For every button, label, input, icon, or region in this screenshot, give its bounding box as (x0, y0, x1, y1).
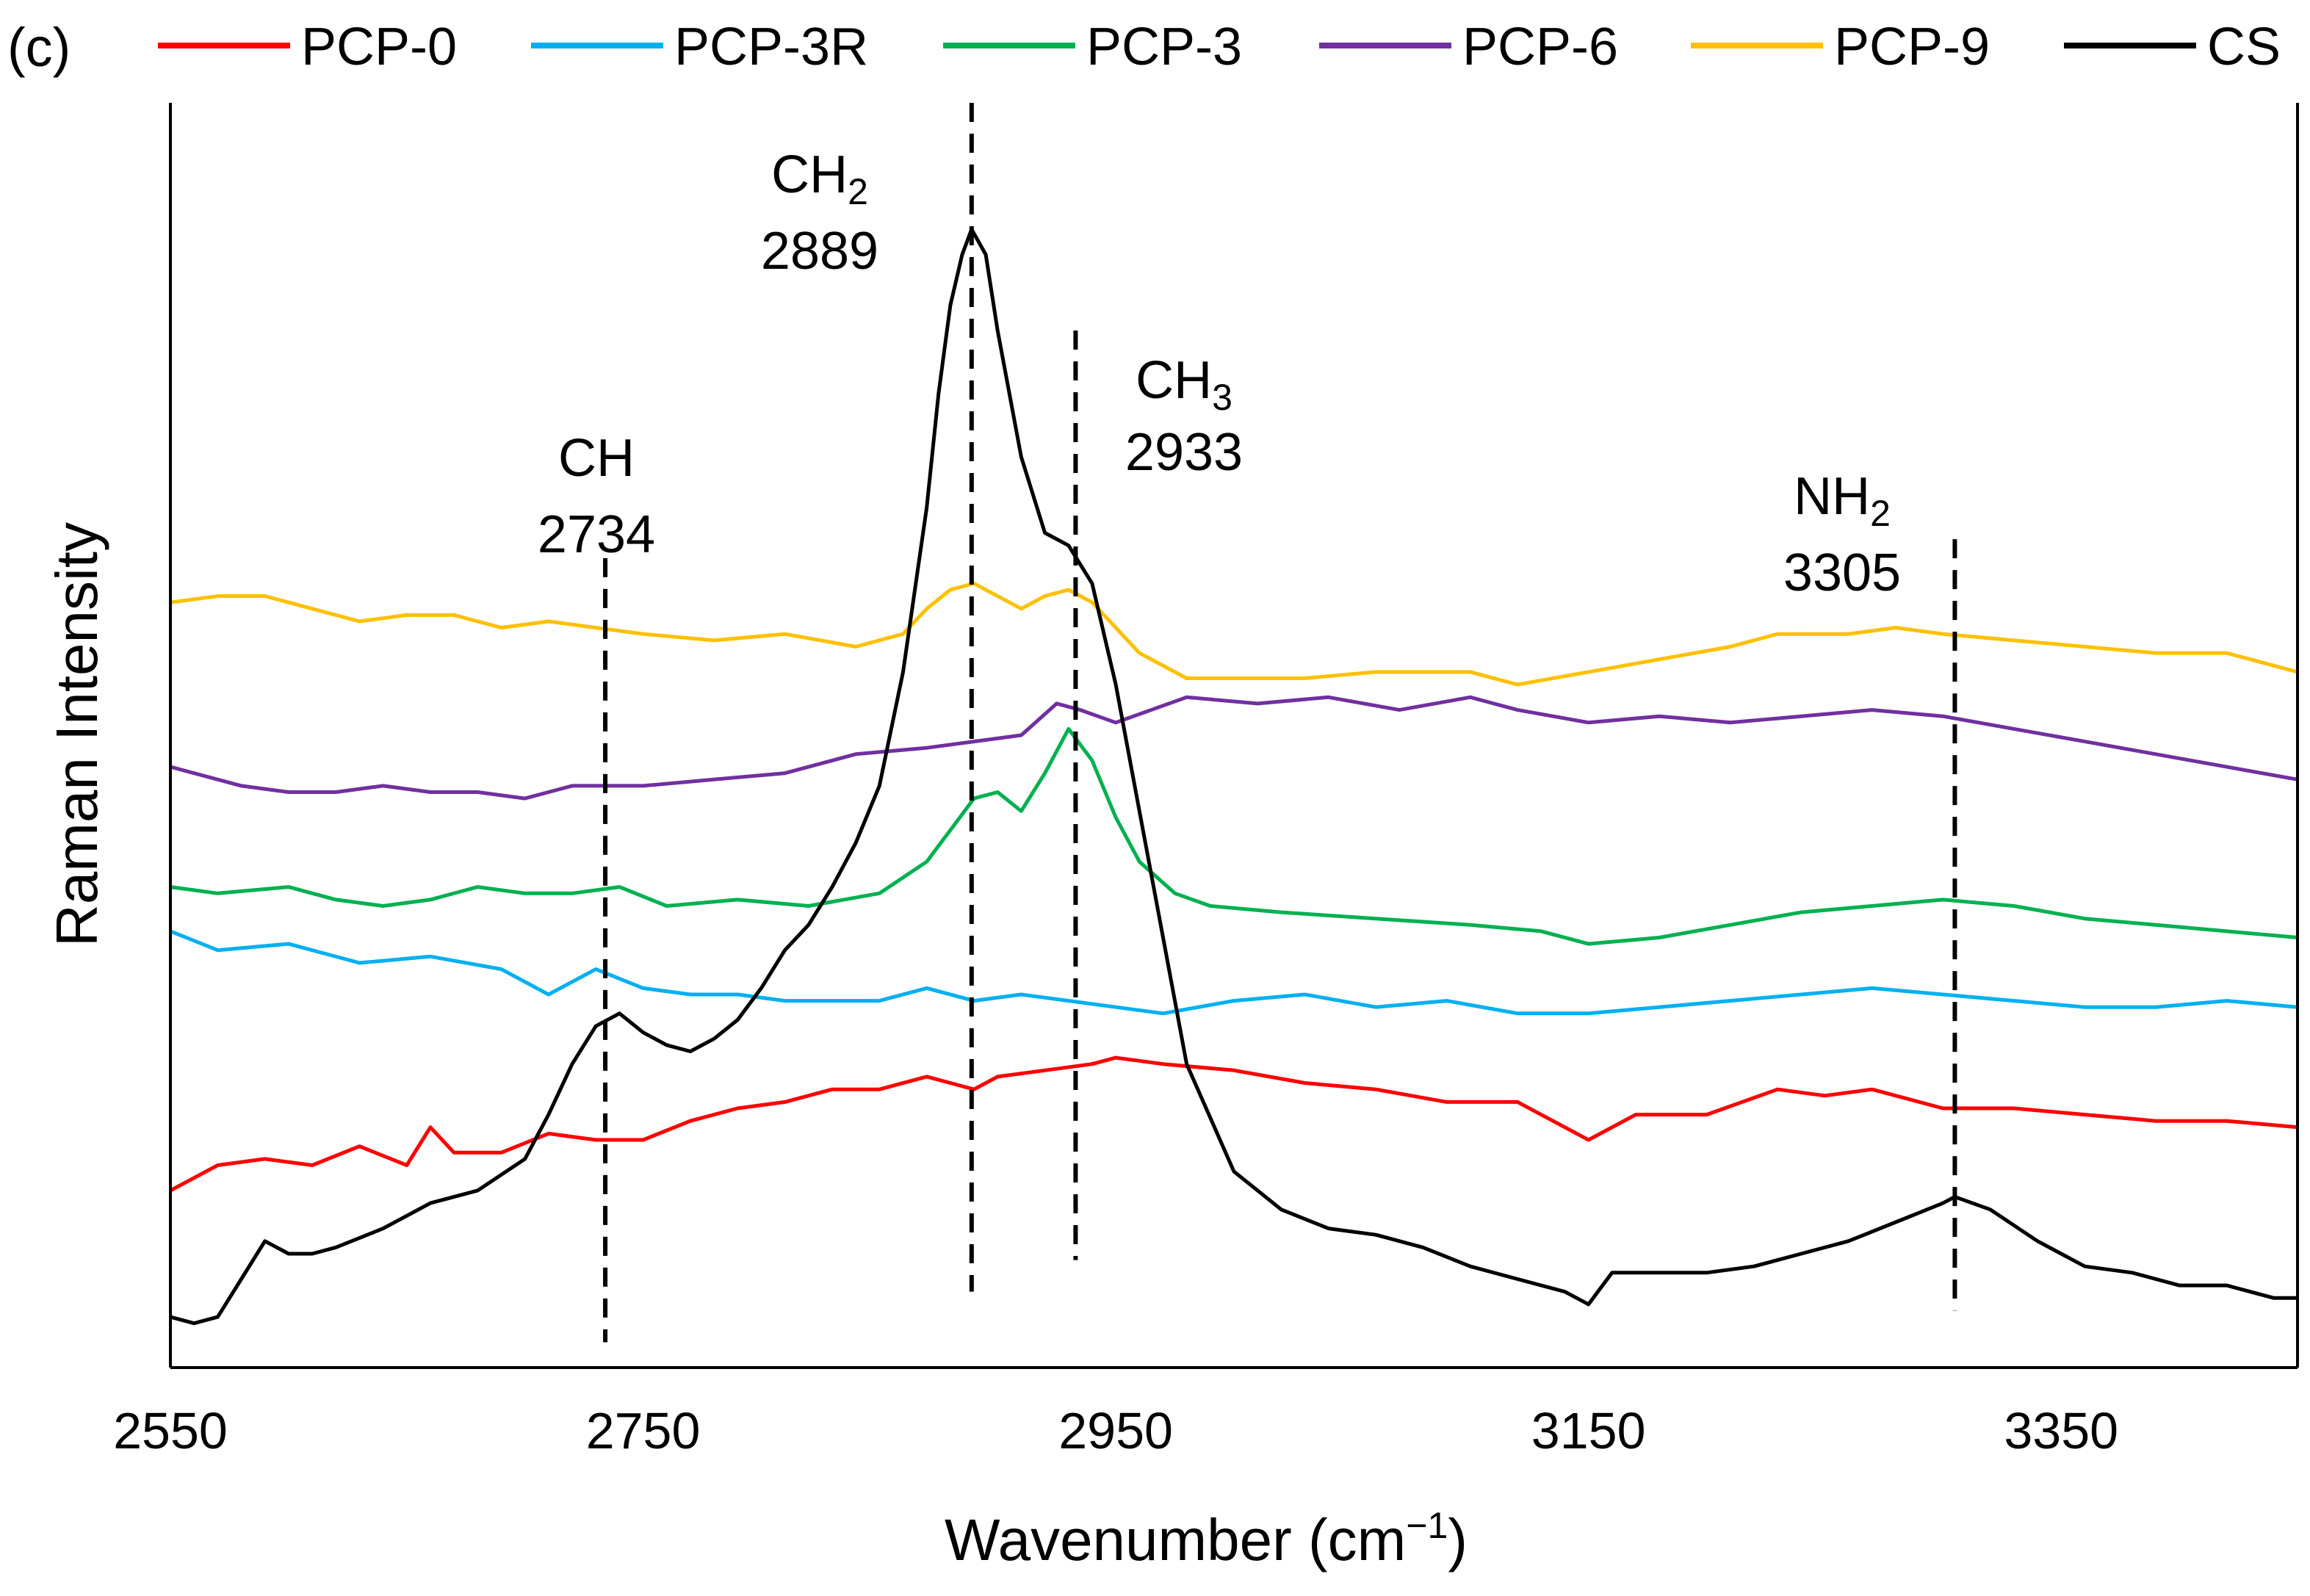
annotation-nh2-label: NH2 (1794, 467, 1891, 534)
series-layer (169, 227, 2298, 1326)
x-tick-label: 2550 (113, 1402, 228, 1459)
peak-markers (603, 103, 1957, 1343)
series-line-cs (170, 227, 2298, 1326)
annotations: CH 2734 CH2 2889 CH3 2933 NH2 3305 (538, 145, 1901, 602)
series-line-pcp-9 (170, 581, 2298, 687)
legend-label-pcp-3: PCP-3 (1086, 18, 1242, 76)
annotation-ch2-value: 2889 (761, 222, 878, 281)
legend-item-pcp-3: PCP-3 (943, 18, 1242, 76)
legend-item-cs: CS (2064, 18, 2281, 76)
x-axis-title: Wavenumber (cm−1) (945, 1505, 1468, 1572)
legend: PCP-0 PCP-3R PCP-3 PCP-6 PCP-9 CS (158, 18, 2281, 76)
legend-item-pcp-9: PCP-9 (1691, 18, 1990, 76)
y-axis-title: Raman Intensity (44, 522, 109, 947)
annotation-ch3-label: CH3 (1136, 351, 1232, 418)
annotation-ch3: CH3 2933 (1125, 351, 1243, 482)
annotation-ch2: CH2 2889 (761, 145, 878, 281)
annotation-ch-value: 2734 (538, 505, 655, 564)
series-line-pcp-3r (170, 929, 2298, 1016)
legend-item-pcp-0: PCP-0 (158, 18, 457, 76)
x-tick-label: 3150 (1531, 1402, 1646, 1459)
series-line-pcp-6 (170, 695, 2298, 801)
legend-label-pcp-3r: PCP-3R (674, 18, 868, 76)
legend-item-pcp-3r: PCP-3R (531, 18, 868, 76)
annotation-ch-label: CH (558, 429, 635, 488)
x-tick-labels: 2550 2750 2950 3150 3350 (113, 1402, 2118, 1459)
series-line-pcp-3 (170, 726, 2298, 946)
x-tick-label: 2950 (1058, 1402, 1173, 1459)
legend-label-pcp-9: PCP-9 (1834, 18, 1990, 76)
annotation-ch: CH 2734 (538, 429, 655, 564)
x-tick-label: 3350 (2004, 1402, 2118, 1459)
annotation-ch2-label: CH2 (771, 145, 868, 212)
legend-item-pcp-6: PCP-6 (1319, 18, 1618, 76)
annotation-nh2: NH2 3305 (1783, 467, 1901, 602)
legend-label-cs: CS (2207, 18, 2281, 76)
series-line-pcp-0 (169, 1055, 2298, 1193)
annotation-nh2-value: 3305 (1783, 544, 1901, 602)
axes (169, 103, 2299, 1369)
legend-label-pcp-6: PCP-6 (1462, 18, 1618, 76)
x-tick-label: 2750 (586, 1402, 701, 1459)
legend-label-pcp-0: PCP-0 (301, 18, 457, 76)
annotation-ch3-value: 2933 (1125, 423, 1243, 482)
panel-label: (c) (7, 17, 71, 78)
